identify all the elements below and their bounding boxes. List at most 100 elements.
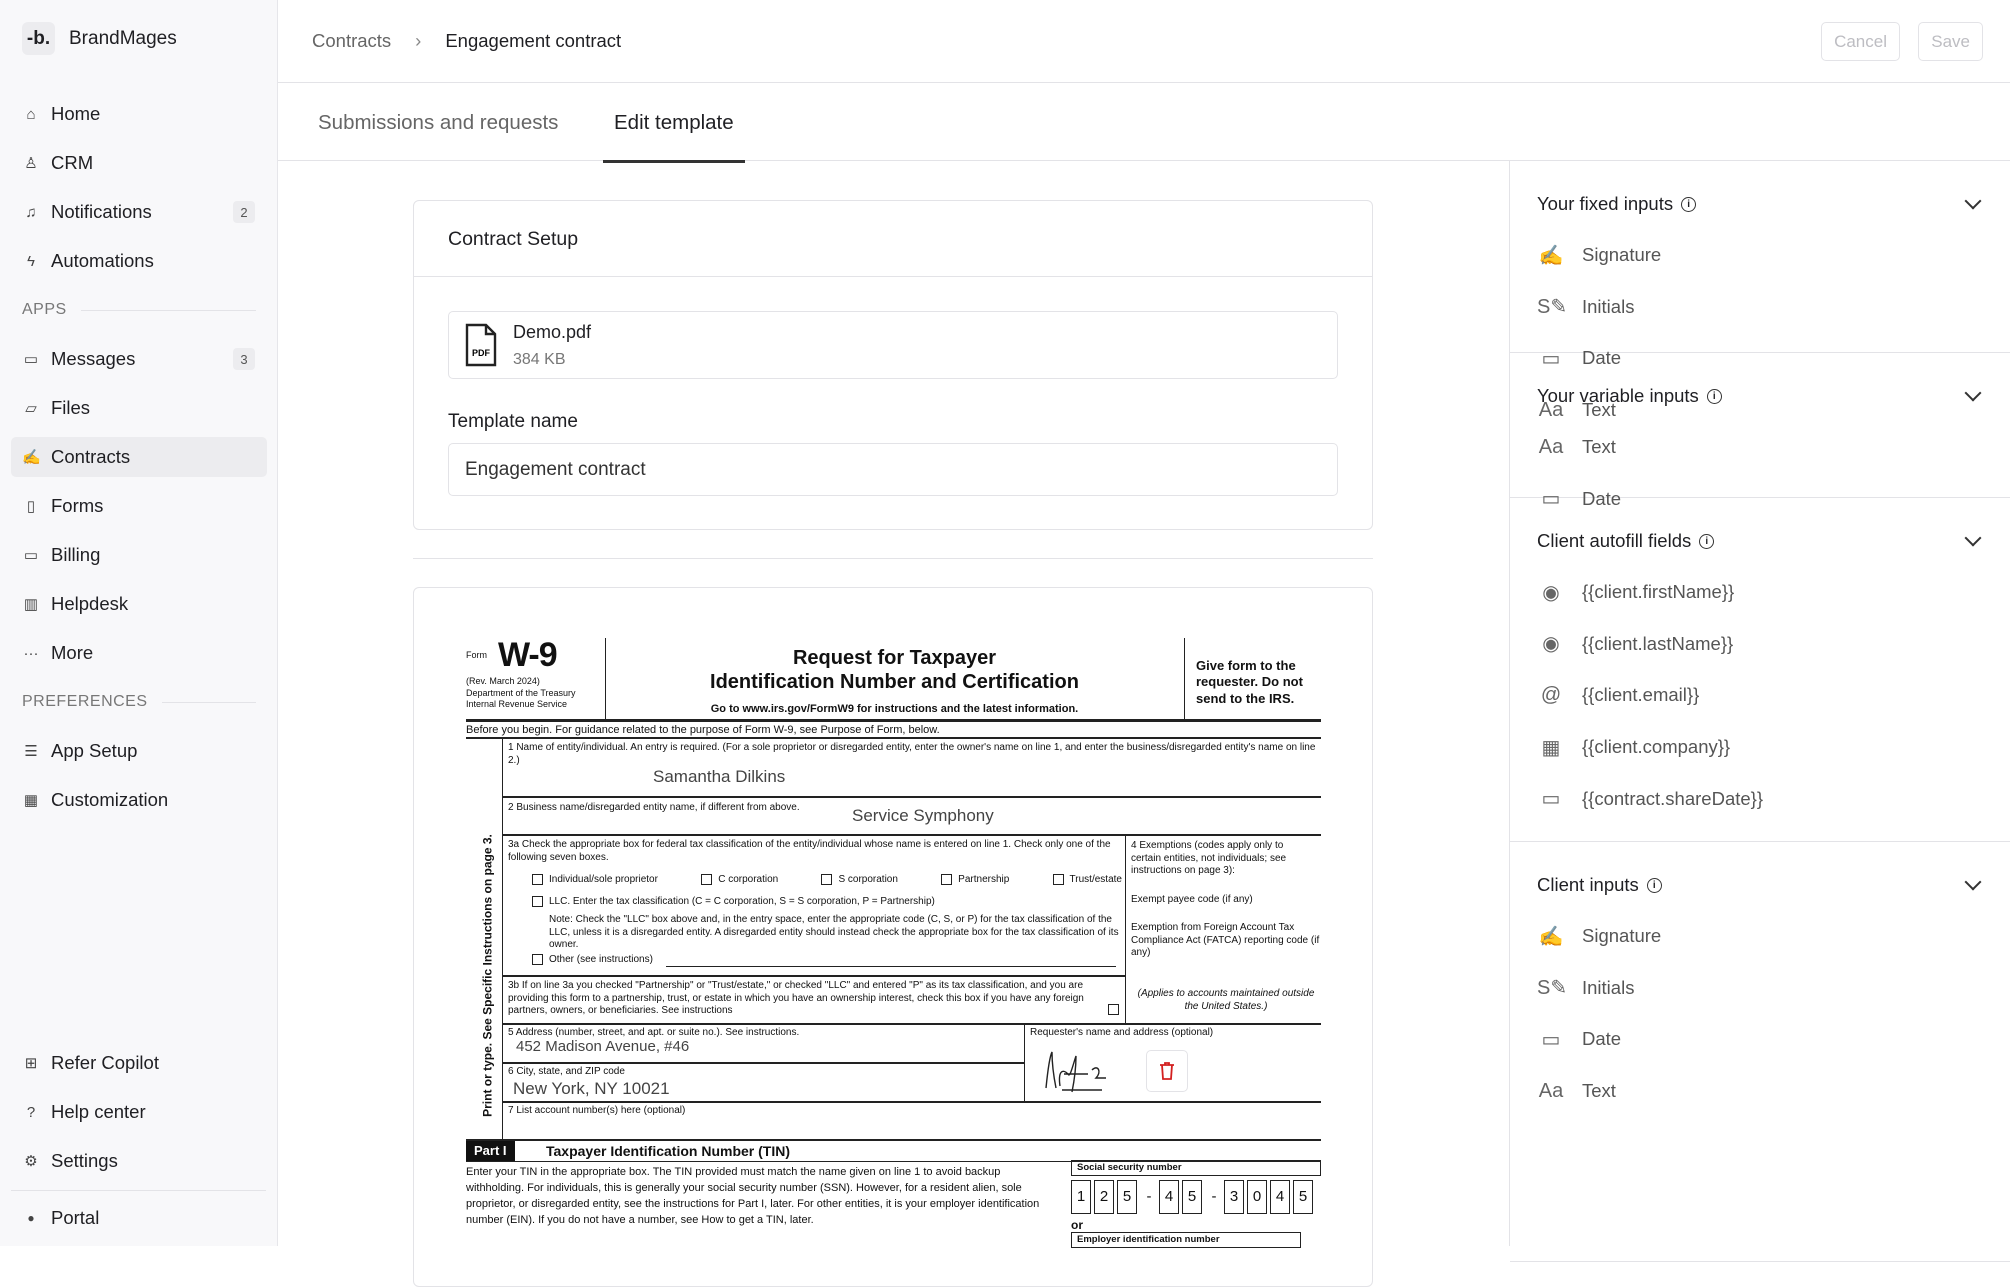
sidebar-item-portal[interactable]: ● Portal xyxy=(11,1198,267,1238)
form-label: Form xyxy=(466,650,487,660)
form-revision: (Rev. March 2024) xyxy=(466,676,540,686)
checkbox-label: Trust/estate xyxy=(1069,874,1122,886)
info-icon[interactable]: i xyxy=(1699,533,1715,549)
ssn-digit: 4 xyxy=(1270,1180,1290,1214)
fatca-label: Exemption from Foreign Account Tax Compl… xyxy=(1131,922,1320,958)
tax-classification-boxes: Individual/sole proprietor C corporation… xyxy=(532,874,1122,887)
template-name-label: Template name xyxy=(448,411,578,432)
checkbox-trust[interactable]: Trust/estate xyxy=(1052,874,1122,887)
info-icon[interactable]: i xyxy=(1681,196,1697,212)
field-label: Signature xyxy=(1582,244,1662,265)
breadcrumb-contracts[interactable]: Contracts xyxy=(312,30,392,51)
section-header[interactable]: Your fixed inputs i xyxy=(1537,189,1983,219)
field-item[interactable]: Aa Text xyxy=(1537,432,1616,462)
book-icon: ▥ xyxy=(23,596,39,613)
field-label: {{client.email}} xyxy=(1582,684,1700,706)
portal-nav: ● Portal xyxy=(11,1198,267,1247)
form-rev: (Rev. March 2024) Department of the Treas… xyxy=(466,676,601,711)
sidebar-item-crm[interactable]: ♙ CRM xyxy=(11,143,267,183)
chevron-down-icon[interactable] xyxy=(1964,529,1982,547)
field-item[interactable]: ✍ Signature xyxy=(1537,240,1662,270)
field-item[interactable]: ▦ {{client.company}} xyxy=(1537,732,1731,762)
exempt-payee-label: Exempt payee code (if any) xyxy=(1131,894,1253,905)
chevron-right-icon: › xyxy=(415,30,422,51)
checkbox-label: Other (see instructions) xyxy=(549,954,653,966)
city-field-value[interactable]: New York, NY 10021 xyxy=(513,1079,670,1098)
delete-signature-button[interactable] xyxy=(1146,1050,1188,1092)
checkbox-label: LLC. Enter the tax classification (C = C… xyxy=(549,896,935,908)
signature-image[interactable] xyxy=(1042,1048,1124,1094)
section-header[interactable]: Client inputs i xyxy=(1537,870,1983,900)
field-item[interactable]: @ {{client.email}} xyxy=(1537,680,1699,710)
chevron-down-icon[interactable] xyxy=(1964,384,1982,402)
sidebar-item-helpdesk[interactable]: ▥ Helpdesk xyxy=(11,584,267,624)
template-name-input[interactable]: Engagement contract xyxy=(448,443,1338,496)
field-item[interactable]: Aa Text xyxy=(1537,1076,1616,1106)
sidebar-item-files[interactable]: ▱ Files xyxy=(11,388,267,428)
tab-edit-template[interactable]: Edit template xyxy=(603,111,745,163)
field-item[interactable]: ◉ {{client.lastName}} xyxy=(1537,629,1733,659)
info-icon[interactable]: i xyxy=(1706,388,1722,404)
field-item[interactable]: ✍ Signature xyxy=(1537,921,1662,951)
field-item[interactable]: S✎ Initials xyxy=(1537,292,1634,322)
ssn-digit: 2 xyxy=(1094,1180,1114,1214)
cancel-button[interactable]: Cancel xyxy=(1821,22,1900,61)
address-field-value[interactable]: 452 Madison Avenue, #46 xyxy=(516,1038,690,1055)
sidebar-item-contracts[interactable]: ✍ Contracts xyxy=(11,437,267,477)
form-before: Before you begin. For guidance related t… xyxy=(466,724,940,736)
brand[interactable]: -b. BrandMages xyxy=(22,22,177,55)
sidebar-item-forms[interactable]: ▯ Forms xyxy=(11,486,267,526)
field-item[interactable]: ▭ Date xyxy=(1537,1024,1622,1054)
sidebar-item-notifications[interactable]: ♫ Notifications 2 xyxy=(11,192,267,232)
checkbox-llc[interactable]: LLC. Enter the tax classification (C = C… xyxy=(532,896,935,909)
field-label: Date xyxy=(1582,1028,1622,1050)
sidebar-item-billing[interactable]: ▭ Billing xyxy=(11,535,267,575)
sidebar-item-messages[interactable]: ▭ Messages 3 xyxy=(11,339,267,379)
chevron-down-icon[interactable] xyxy=(1964,192,1982,210)
sidebar-item-settings[interactable]: ⚙ Settings xyxy=(11,1141,267,1181)
section-autofill: Client autofill fields i ◉ {{client.firstNa… xyxy=(1510,498,2010,842)
info-icon[interactable]: i xyxy=(1646,877,1662,893)
field-item[interactable]: ▭ Date xyxy=(1537,343,1622,373)
tab-submissions[interactable]: Submissions and requests xyxy=(318,111,559,134)
sidebar-item-refer-copilot[interactable]: ⊞ Refer Copilot xyxy=(11,1043,267,1083)
checkbox-individual[interactable]: Individual/sole proprietor xyxy=(532,874,658,887)
clipboard-icon: ▯ xyxy=(26,498,36,515)
field-item[interactable]: ▭ Date xyxy=(1537,484,1622,514)
field-label: Date xyxy=(1582,347,1622,369)
initials-icon: S✎ xyxy=(1537,977,1568,1000)
tabs: Submissions and requests Edit template xyxy=(278,83,2010,163)
field-item[interactable]: ▭ {{contract.shareDate}} xyxy=(1537,784,1763,814)
checkbox-s-corp[interactable]: S corporation xyxy=(821,874,898,887)
sidebar-item-label: Billing xyxy=(51,544,101,565)
checkbox-partnership[interactable]: Partnership xyxy=(941,874,1009,887)
ssn-digit: 3 xyxy=(1224,1180,1244,1214)
field-item[interactable]: ◉ {{client.firstName}} xyxy=(1537,577,1734,607)
gear-icon: ⚙ xyxy=(24,1153,38,1170)
sidebar-item-app-setup[interactable]: ☰ App Setup xyxy=(11,731,267,771)
calendar-icon: ▭ xyxy=(1541,788,1561,811)
chevron-down-icon[interactable] xyxy=(1964,873,1982,891)
save-button[interactable]: Save xyxy=(1918,22,1983,61)
field-item[interactable]: S✎ Initials xyxy=(1537,973,1634,1003)
business-field-value[interactable]: Service Symphony xyxy=(852,806,994,825)
form-line-1: 1 Name of entity/individual. An entry is… xyxy=(508,742,1316,766)
calendar-icon: ▭ xyxy=(1541,347,1561,370)
checkbox-c-corp[interactable]: C corporation xyxy=(701,874,778,887)
checkbox-other[interactable]: Other (see instructions) xyxy=(532,954,653,967)
section-header[interactable]: Your variable inputs i xyxy=(1537,381,1983,411)
part-title: Taxpayer Identification Number (TIN) xyxy=(546,1143,790,1159)
sidebar-item-automations[interactable]: ϟ Automations xyxy=(11,241,267,281)
sidebar-item-more[interactable]: ··· More xyxy=(11,633,267,673)
field-item[interactable]: Aa Text xyxy=(1537,395,1616,425)
checkbox-3b[interactable] xyxy=(1108,1004,1125,1017)
name-field-value[interactable]: Samantha Dilkins xyxy=(653,767,786,786)
section-header[interactable]: Client autofill fields i xyxy=(1537,526,1983,556)
sidebar-item-customization[interactable]: ▦ Customization xyxy=(11,780,267,820)
sidebar-item-help-center[interactable]: ? Help center xyxy=(11,1092,267,1132)
sidebar-item-home[interactable]: ⌂ Home xyxy=(11,94,267,134)
sidebar-item-label: Helpdesk xyxy=(51,593,129,614)
ssn-digit: 0 xyxy=(1247,1180,1267,1214)
grid-icon: ▦ xyxy=(23,792,39,809)
file-attachment[interactable]: PDF Demo.pdf 384 KB xyxy=(448,311,1338,379)
